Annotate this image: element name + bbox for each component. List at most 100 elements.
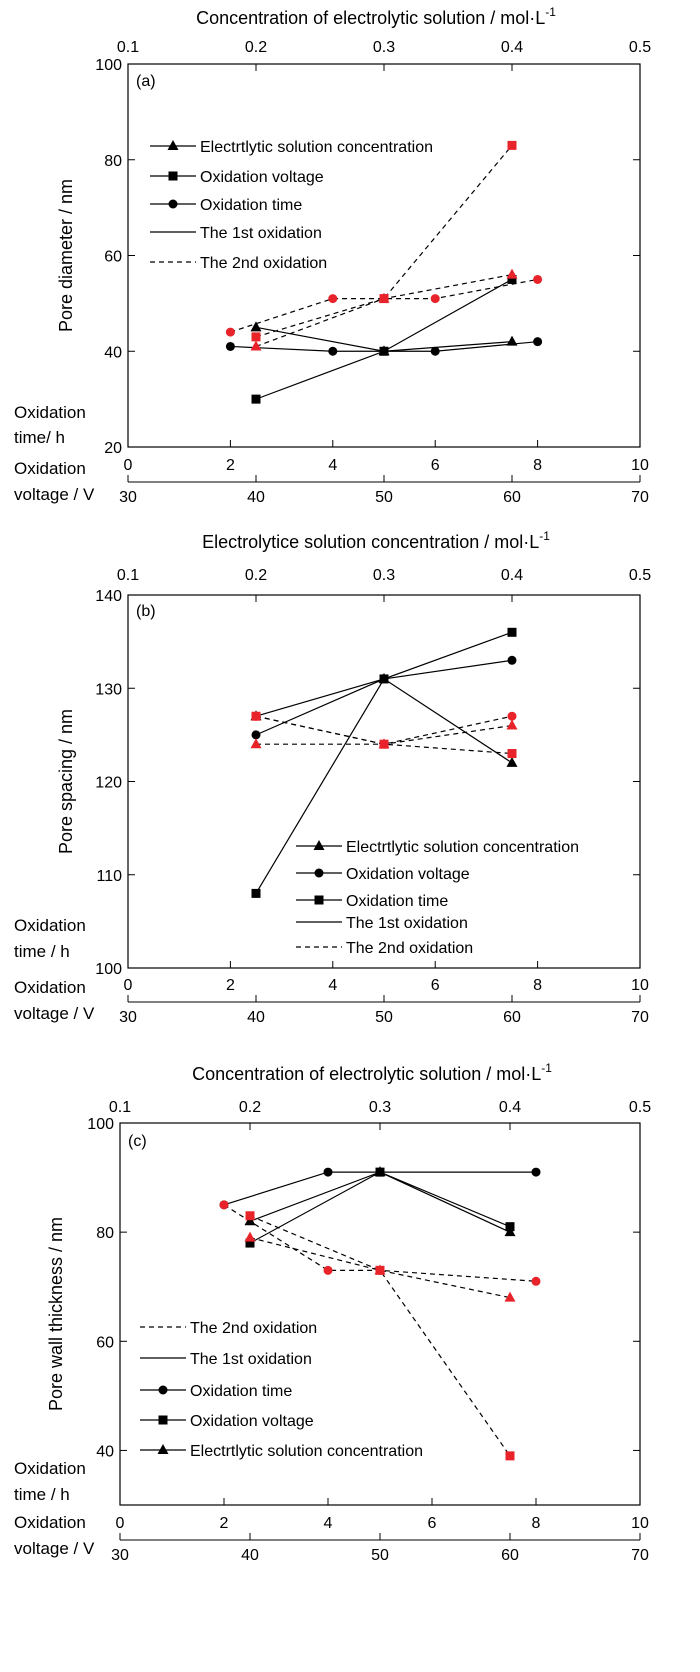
data-point-concentration-1st [506,756,518,767]
top-axis-title-superscript: -1 [545,5,556,19]
data-point-voltage-2nd [507,711,517,721]
plot-frame [127,594,641,969]
data-point-time-1st [379,674,389,684]
legend-marker [167,140,179,150]
top-axis-title-superscript: -1 [541,1061,552,1075]
legend-label: Oxidation voltage [190,1413,314,1430]
voltage-axis-tick-label: 60 [503,1009,521,1026]
time-axis-tick-label: 4 [328,977,337,994]
top-axis-tick-label: 0.2 [245,39,267,56]
data-point-voltage-2nd [507,140,517,150]
time-axis-title-line-2: time / h [14,942,70,961]
data-point-time-2nd [328,294,338,304]
y-axis-title: Pore spacing / nm [56,709,76,854]
series-line-voltage-1st [249,1171,511,1244]
y-axis-tick-label: 140 [95,588,122,605]
data-point-time-2nd [430,294,440,304]
top-axis-tick-label: 0.3 [373,39,395,56]
legend-label: The 2nd oxidation [346,940,473,957]
data-point-concentration-2nd [506,719,518,730]
y-axis-tick-label: 20 [104,440,122,457]
voltage-axis-tick-label: 50 [375,489,393,506]
top-axis-tick-label: 0.1 [117,567,139,584]
chart-panel-1: 0.1 0.2 0.3 0.4 0.5 Concentration of electrol… [14,5,651,506]
y-axis-tick-label: 40 [96,1443,114,1460]
data-point-time-1st [251,888,261,898]
series-line-time-1st [223,1171,536,1206]
data-point-voltage-1st [379,346,389,356]
y-axis-tick-label: 80 [104,153,122,170]
top-axis-title: Concentration of electrolytic solution /… [196,5,556,28]
data-point-voltage-1st [507,655,517,665]
top-axis-tick-label: 0.5 [629,567,651,584]
data-point-voltage-2nd [379,294,389,304]
data-point-time-2nd [379,739,389,749]
voltage-axis-tick-label: 50 [375,1009,393,1026]
top-axis-tick-label: 0.2 [239,1099,261,1116]
y-axis-tick-label: 100 [95,961,122,978]
time-axis-tick-label: 6 [428,1515,437,1532]
data-point-voltage-2nd [251,332,261,342]
top-axis-tick-label: 0.1 [117,39,139,56]
time-axis-tick-label: 0 [124,457,133,474]
legend-marker [168,171,178,181]
voltage-axis-title-line-1: Oxidation [14,1513,86,1532]
panel-label: (c) [128,1133,147,1150]
legend-marker [314,868,324,878]
data-point-concentration-2nd [250,738,262,749]
data-point-time-1st [533,337,543,347]
y-axis-tick-label: 130 [95,681,122,698]
data-point-voltage-1st [251,730,261,740]
legend-label: Oxidation time [190,1383,292,1400]
series-line-time-2nd [255,715,513,755]
data-point-concentration-2nd [374,1264,386,1275]
legend-marker [314,895,324,905]
series-line-voltage-1st [255,659,513,736]
time-axis-tick-label: 10 [631,977,649,994]
top-axis-tick-label: 0.4 [501,39,523,56]
voltage-axis-tick-label: 30 [119,1009,137,1026]
legend-marker [168,199,178,209]
data-point-time-1st [430,346,440,356]
voltage-axis-title-line-2: voltage / V [14,485,95,504]
time-axis-tick-label: 10 [631,457,649,474]
time-axis-tick-label: 0 [124,977,133,994]
legend-label: The 1st oxidation [190,1351,312,1368]
voltage-axis-tick-label: 70 [631,1009,649,1026]
top-axis-tick-label: 0.3 [373,567,395,584]
data-point-concentration-1st [250,321,262,332]
data-point-concentration-2nd [250,340,262,351]
y-axis-tick-label: 40 [104,344,122,361]
data-point-time-1st [531,1167,541,1177]
top-axis-tick-label: 0.4 [501,567,523,584]
top-axis-title: Concentration of electrolytic solution /… [192,1061,552,1084]
y-axis-tick-label: 60 [104,249,122,266]
voltage-axis-title-line-1: Oxidation [14,459,86,478]
data-point-time-1st [225,341,235,351]
y-axis-tick-label: 100 [95,57,122,74]
data-point-time-2nd [323,1265,333,1275]
legend-marker [313,840,325,850]
data-point-concentration-2nd [506,268,518,279]
chart-panel-2: 0.1 0.2 0.3 0.4 0.5 Electrolytice solution co… [14,529,651,1026]
y-axis-tick-label: 60 [96,1334,114,1351]
data-point-time-2nd [225,327,235,337]
series-line-voltage-2nd [255,715,513,745]
time-axis-tick-label: 4 [324,1515,333,1532]
top-axis-tick-label: 0.4 [499,1099,521,1116]
time-axis-tick-label: 4 [328,457,337,474]
time-axis-tick-label: 10 [631,1515,649,1532]
voltage-axis-tick-label: 40 [247,1009,265,1026]
data-point-time-1st [507,627,517,637]
legend-marker [157,1444,169,1454]
data-point-voltage-2nd [505,1451,515,1461]
voltage-axis-title-line-2: voltage / V [14,1004,95,1023]
top-axis-tick-label: 0.5 [629,39,651,56]
chart-panel-3: 0.1 0.2 0.3 0.4 0.5 Concentration of electrol… [14,1061,651,1564]
data-point-time-1st [328,346,338,356]
y-axis-title: Pore diameter / nm [56,179,76,332]
legend-marker [158,1385,168,1395]
time-axis-title-line-1: Oxidation [14,1459,86,1478]
legend-label: The 1st oxidation [346,915,468,932]
